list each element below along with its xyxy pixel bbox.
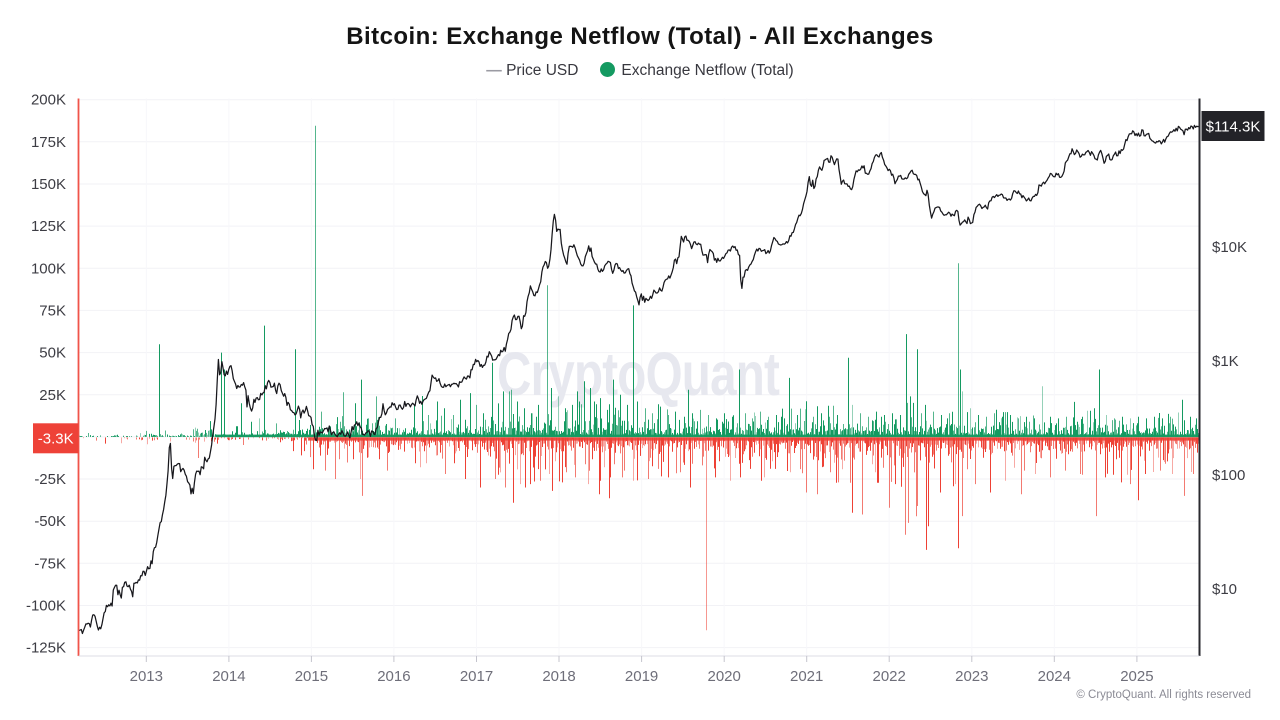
svg-text:175K: 175K: [31, 134, 66, 151]
svg-text:-25K: -25K: [34, 471, 66, 488]
svg-text:100K: 100K: [31, 260, 66, 277]
svg-text:50K: 50K: [39, 345, 66, 362]
svg-text:150K: 150K: [31, 176, 66, 193]
svg-text:2016: 2016: [377, 668, 410, 685]
svg-text:$100: $100: [1212, 467, 1245, 484]
svg-text:2018: 2018: [542, 668, 575, 685]
svg-text:2021: 2021: [790, 668, 823, 685]
svg-text:2019: 2019: [625, 668, 658, 685]
svg-text:200K: 200K: [31, 92, 66, 109]
svg-text:-75K: -75K: [34, 555, 66, 572]
svg-text:$10: $10: [1212, 581, 1237, 598]
svg-text:$10K: $10K: [1212, 239, 1247, 256]
svg-text:2020: 2020: [708, 668, 741, 685]
svg-text:2013: 2013: [130, 668, 163, 685]
svg-text:-3.3K: -3.3K: [38, 430, 74, 447]
svg-text:-100K: -100K: [26, 598, 66, 615]
svg-text:25K: 25K: [39, 387, 66, 404]
svg-text:2024: 2024: [1038, 668, 1071, 685]
svg-text:2017: 2017: [460, 668, 493, 685]
svg-text:$114.3K: $114.3K: [1206, 118, 1261, 135]
svg-text:2022: 2022: [873, 668, 906, 685]
svg-text:2025: 2025: [1120, 668, 1153, 685]
svg-text:125K: 125K: [31, 218, 66, 235]
svg-text:-125K: -125K: [26, 640, 66, 657]
svg-text:$1K: $1K: [1212, 353, 1239, 370]
svg-text:75K: 75K: [39, 302, 66, 319]
svg-text:-50K: -50K: [34, 513, 66, 530]
svg-text:2023: 2023: [955, 668, 988, 685]
svg-text:2014: 2014: [212, 668, 245, 685]
svg-text:CryptoQuant: CryptoQuant: [497, 339, 780, 408]
svg-text:2015: 2015: [295, 668, 328, 685]
